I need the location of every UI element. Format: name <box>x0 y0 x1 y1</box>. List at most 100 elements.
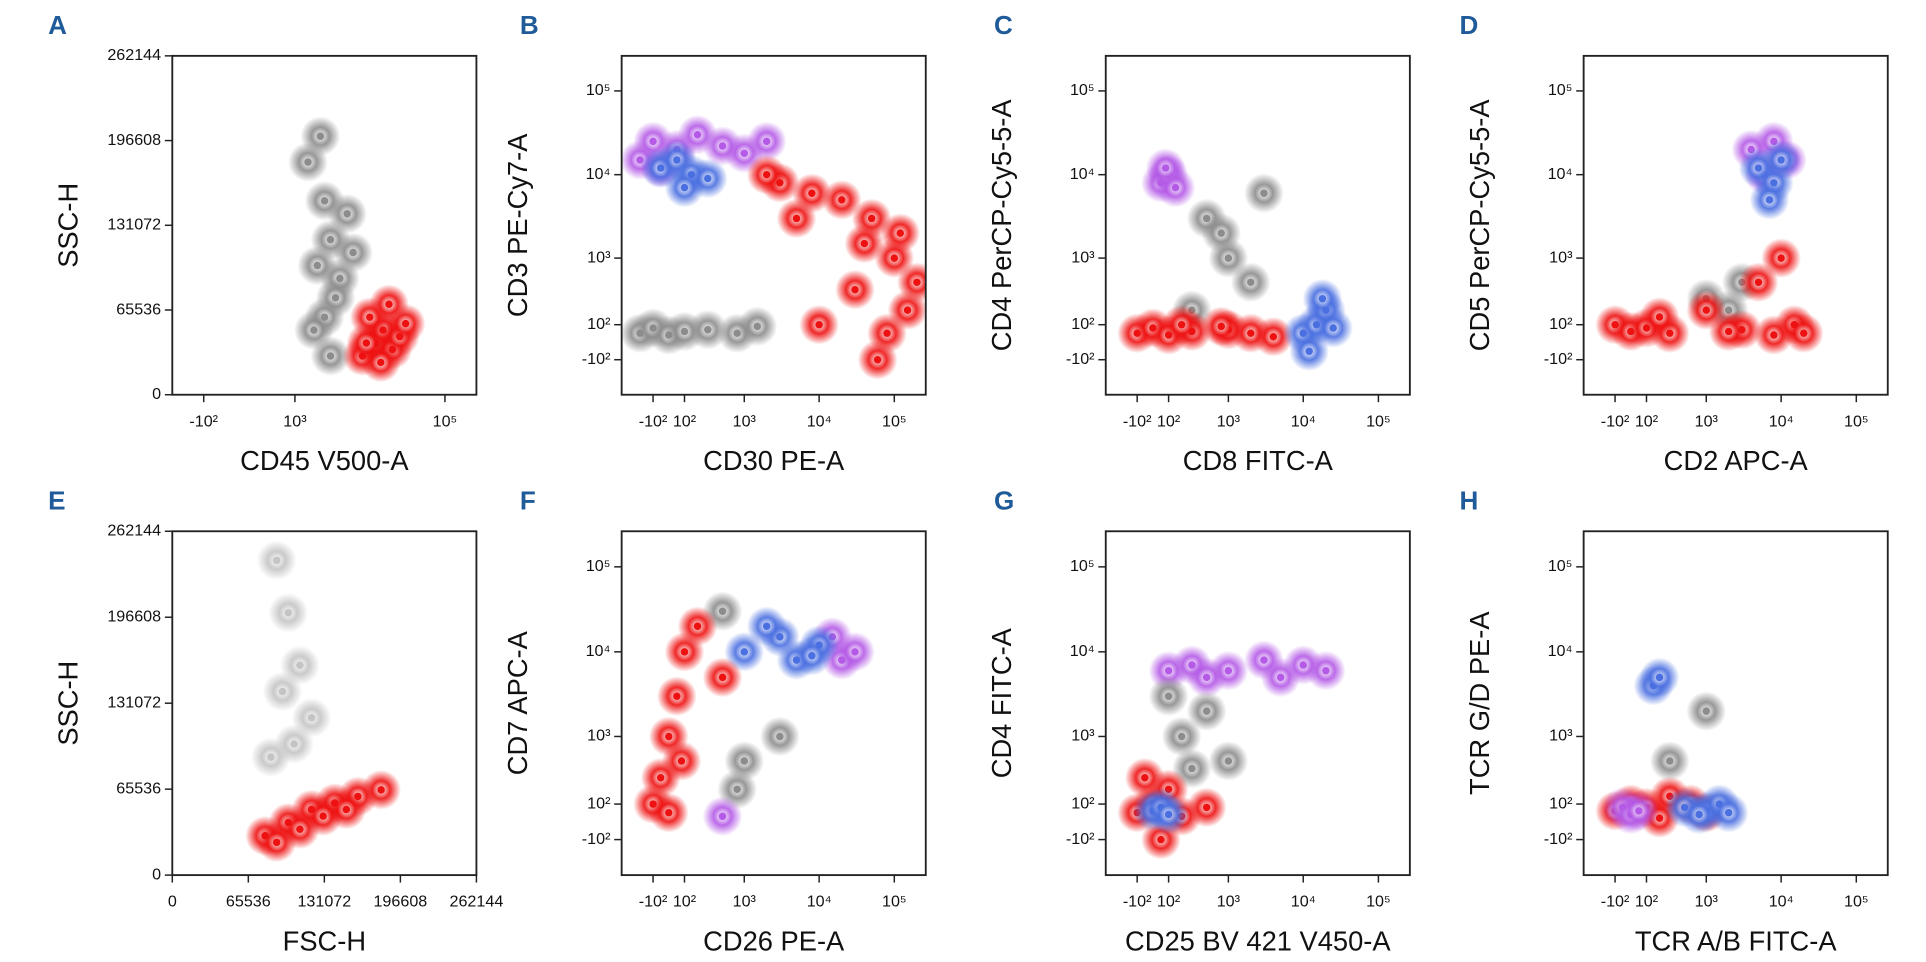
y-tick-label: 10² <box>1071 315 1095 333</box>
y-axis-label: CD3 PE-Cy7-A <box>502 133 533 317</box>
x-tick-label: 10⁵ <box>1366 893 1391 911</box>
event-dot <box>385 300 393 308</box>
event-dot <box>1724 327 1733 336</box>
event-dot <box>851 285 859 294</box>
x-tick-label: 10³ <box>733 893 757 911</box>
event-dot <box>740 149 748 158</box>
event-dot <box>1161 164 1170 172</box>
event-dot <box>1224 757 1233 765</box>
event-dot <box>1202 673 1211 682</box>
y-tick-label: 10³ <box>1549 727 1573 745</box>
event-dot <box>1777 254 1785 262</box>
y-axis-label: CD4 PerCP-Cy5-5-A <box>986 99 1017 352</box>
x-tick-label: 10² <box>1635 893 1659 911</box>
event-dot <box>1299 661 1307 669</box>
panel-letter: G <box>994 486 1014 516</box>
event-dot <box>1247 278 1255 287</box>
y-tick-label: 10³ <box>587 248 611 266</box>
event-dot <box>693 130 702 139</box>
panel-letter: F <box>520 486 536 516</box>
event-dot <box>1635 807 1643 815</box>
event-dot <box>1260 656 1268 664</box>
event-dot <box>677 757 686 765</box>
event-dot <box>665 732 673 741</box>
y-tick-label: 10³ <box>1549 248 1573 266</box>
event-dot <box>1765 196 1774 204</box>
event-dot <box>776 732 784 741</box>
event-dot <box>319 812 327 820</box>
y-tick-label: 196608 <box>107 131 161 149</box>
event-dot <box>704 326 712 334</box>
plot-area <box>1595 657 1749 838</box>
event-dot <box>304 158 312 166</box>
event-dot <box>290 740 298 748</box>
y-tick-label: 10³ <box>1071 248 1095 266</box>
event-dot <box>1695 810 1703 819</box>
y-axis-label: SSC-H <box>53 661 84 746</box>
y-axis-label: SSC-H <box>53 183 84 268</box>
event-dot <box>326 235 335 244</box>
x-axis-label: CD25 BV 421 V450-A <box>1125 926 1391 957</box>
event-dot <box>377 358 385 367</box>
y-tick-label: 10⁵ <box>586 81 611 99</box>
x-tick-label: 131072 <box>297 893 351 911</box>
event-dot <box>1164 666 1173 675</box>
event-dot <box>342 805 351 814</box>
panel-letter: A <box>48 10 67 40</box>
event-dot <box>272 838 281 847</box>
event-dot <box>313 261 322 270</box>
plot-area <box>621 114 926 380</box>
x-tick-label: 10⁴ <box>1769 412 1794 430</box>
x-axis-label: CD2 APC-A <box>1664 445 1809 476</box>
plot-frame <box>620 54 927 396</box>
event-dot <box>762 137 771 146</box>
y-axis-label: CD4 FITC-A <box>986 627 1017 778</box>
y-tick-label: 0 <box>152 865 161 883</box>
x-tick-label: -10² <box>1601 412 1630 430</box>
y-tick-label: 0 <box>152 385 161 403</box>
event-dot <box>349 248 357 257</box>
event-dot <box>401 319 410 328</box>
panel-letter: C <box>994 10 1013 40</box>
panel-letter: B <box>520 10 539 40</box>
event-dot <box>278 687 287 696</box>
y-tick-label: 10² <box>587 794 611 812</box>
x-tick-label: 10³ <box>283 412 307 430</box>
plot-frame <box>1104 54 1411 396</box>
event-dot <box>680 327 689 336</box>
x-tick-label: 10⁵ <box>1844 412 1869 430</box>
x-tick-label: 10² <box>1157 893 1181 911</box>
x-tick-label: 10² <box>1635 412 1659 430</box>
y-tick-label: 10⁴ <box>1070 165 1095 183</box>
event-dot <box>673 692 681 700</box>
x-tick-label: 10³ <box>733 412 757 430</box>
y-tick-label: 10² <box>1549 794 1573 812</box>
x-tick-label: 10⁵ <box>1366 412 1391 430</box>
y-tick-label: 262144 <box>107 46 161 64</box>
y-tick-label: 10⁴ <box>1548 642 1573 660</box>
x-tick-label: -10² <box>1123 893 1152 911</box>
event-dot <box>704 174 712 183</box>
event-dot <box>1754 278 1763 287</box>
x-tick-label: 10³ <box>1217 893 1241 911</box>
event-dot <box>362 339 371 347</box>
event-dot <box>1724 808 1733 817</box>
x-tick-label: 10⁴ <box>1769 893 1794 911</box>
y-tick-label: -10² <box>1066 350 1095 368</box>
y-tick-label: 131072 <box>107 216 161 234</box>
plot-frame <box>1582 54 1889 396</box>
x-tick-label: 10⁴ <box>1291 412 1316 430</box>
x-tick-label: -10² <box>189 412 218 430</box>
y-tick-label: 10⁴ <box>1548 165 1573 183</box>
y-tick-label: 10² <box>1549 315 1573 333</box>
plot-area <box>245 540 401 863</box>
x-tick-label: 196608 <box>373 893 427 911</box>
event-dot <box>815 320 823 329</box>
event-dot <box>1177 320 1186 329</box>
plot-area <box>633 591 875 837</box>
event-dot <box>838 196 846 204</box>
event-dot <box>284 609 293 617</box>
event-dot <box>1247 329 1255 337</box>
y-tick-label: -10² <box>1544 830 1573 848</box>
event-dot <box>307 713 316 722</box>
